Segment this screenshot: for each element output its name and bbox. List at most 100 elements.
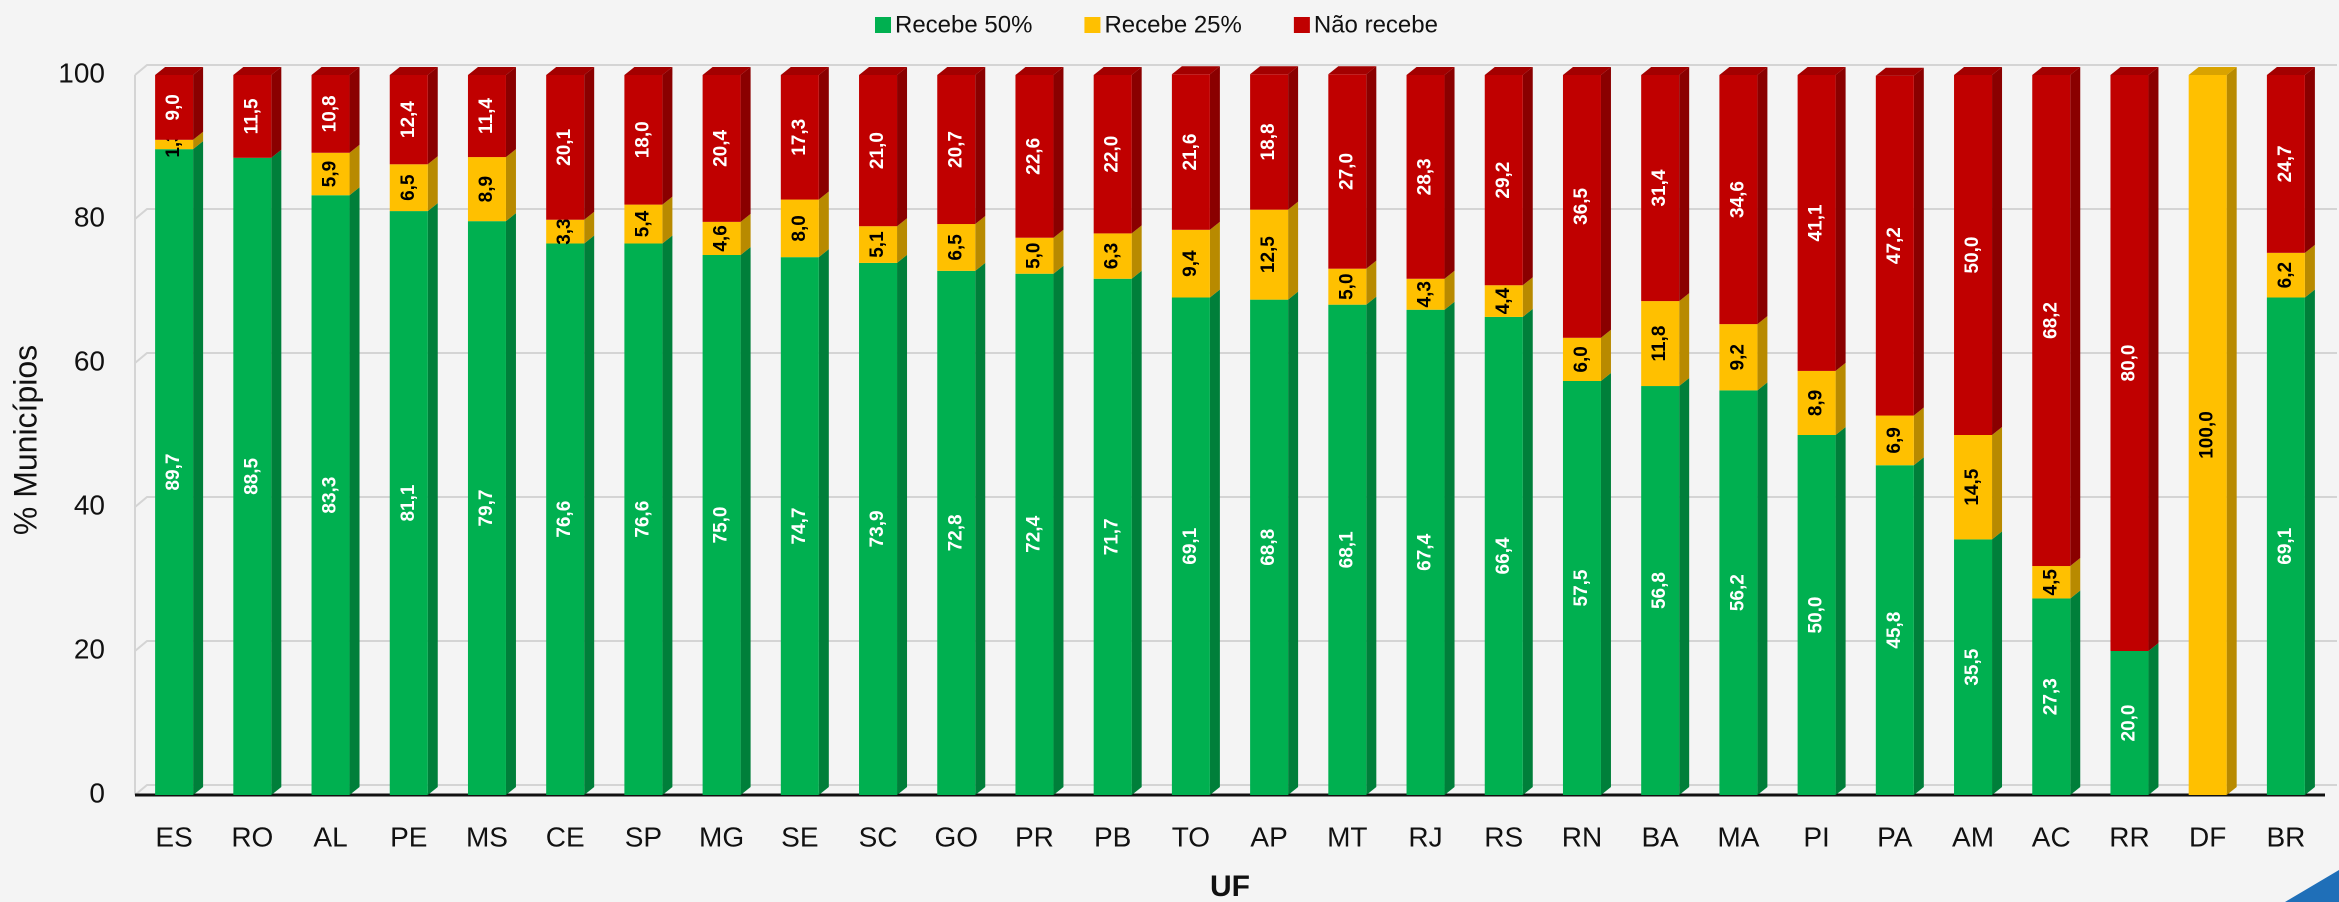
data-label: 76,6 [554,501,575,538]
bar [1250,299,1289,795]
bar-side [1600,67,1611,338]
data-label: 11,4 [476,98,497,134]
bar-side [818,67,829,200]
bar-top [1641,67,1690,75]
data-label: 76,6 [632,501,653,538]
data-label: 12,5 [1258,236,1279,273]
bar-top [2266,67,2315,75]
bar [2266,252,2305,298]
data-label: 11,5 [241,98,262,134]
bar-side [1053,229,1064,274]
bar [1797,75,1836,371]
bar-top [1015,67,1064,75]
bar-top [233,67,282,75]
data-label: 21,0 [867,132,888,169]
bar-side [1209,289,1220,795]
data-label: 72,8 [945,514,966,551]
bar-side [427,67,438,165]
bar-side [975,67,986,225]
bar-top [1875,67,1924,76]
x-tick-label: RS [1484,821,1523,852]
bar [702,255,741,795]
bar-side [1913,67,1924,416]
data-label: 11,8 [1649,326,1670,362]
data-label: 8,9 [1806,390,1827,416]
data-label: 81,1 [398,484,419,521]
data-label: 5,1 [867,231,888,258]
bar-side [505,67,516,158]
data-label: 68,1 [1336,531,1357,568]
bar-top [1719,67,1768,75]
bar [1406,309,1445,795]
data-label: 5,0 [1023,243,1044,269]
data-label: 72,4 [1023,515,1044,552]
bar-side [897,67,908,227]
x-tick-label: PR [1015,821,1054,852]
data-label: 67,4 [1415,533,1436,570]
bar [311,195,350,796]
bar [2266,75,2305,253]
bar [467,221,506,795]
bar-side [1288,66,1299,210]
bar-side [193,67,204,140]
bar-side [1366,260,1377,305]
bar-side [505,149,516,222]
legend-label: Não recebe [1314,11,1438,38]
bar [624,75,663,205]
bar-top [2188,67,2237,75]
bar [1484,316,1523,795]
data-label: 8,9 [476,176,497,202]
bar [1015,273,1054,796]
bar [2032,566,2071,599]
legend-label: Recebe 50% [895,11,1032,38]
bar-top [467,67,516,75]
bar-side [2070,558,2081,599]
bar [2110,651,2149,795]
bar [1719,324,1758,391]
bar-side [584,67,595,220]
data-label: 69,1 [1180,527,1201,564]
x-tick-label: RR [2109,821,2149,852]
bar-side [1288,291,1299,795]
bar [467,75,506,158]
bar [1641,301,1680,387]
data-label: 12,4 [398,101,419,138]
data-label: 79,7 [476,490,497,527]
bar-side [1992,427,2003,540]
data-label: 6,5 [945,234,966,261]
bar-top [1954,67,2003,75]
bar-side [1992,531,2003,795]
y-tick-label: 80 [74,201,105,232]
bar-top [2110,67,2159,75]
x-tick-label: PE [390,821,427,852]
bar-top [1250,66,1299,75]
bar-side [427,156,438,212]
data-label: 20,4 [711,130,732,167]
bar-side [1366,296,1377,795]
data-label: 4,6 [711,225,732,251]
bar-side [193,141,204,795]
bar [1171,297,1210,795]
bar-side [1444,67,1455,279]
bar-side [2070,67,2081,567]
data-label: 80,0 [2118,345,2139,382]
bar [1562,337,1601,381]
data-label: 9,0 [163,94,184,120]
bar-side [2304,289,2315,795]
bar-top [389,67,438,75]
bar-side [2148,643,2159,795]
data-label: 57,5 [1571,569,1592,606]
bar-side [1757,316,1768,391]
x-tick-label: RO [231,821,273,852]
bar [155,139,194,150]
bar-side [1835,362,1846,435]
data-label: 22,6 [1023,138,1044,175]
bar-side [271,67,282,158]
data-label: 31,4 [1649,169,1670,206]
data-label: 5,0 [1336,273,1357,299]
bar-top [1562,67,1611,75]
x-tick-label: SE [781,821,818,852]
bar-top [1406,67,1455,75]
data-label: 47,2 [1884,227,1905,264]
